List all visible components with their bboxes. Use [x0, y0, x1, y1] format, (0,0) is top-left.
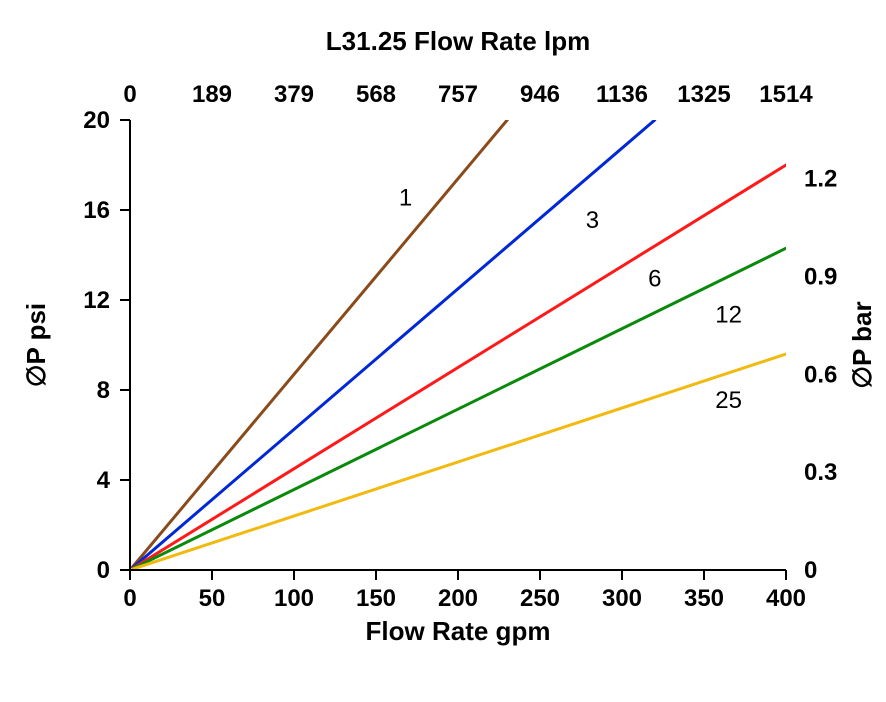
series-label-6: 6: [648, 266, 661, 293]
x-top-tick-label: 946: [520, 81, 560, 108]
series-label-12: 12: [715, 302, 742, 329]
y-axis-left-label: ∅P psi: [21, 303, 51, 387]
x-tick-label: 400: [766, 585, 806, 612]
x-tick-label: 250: [520, 585, 560, 612]
x-tick-label: 50: [199, 585, 226, 612]
x-tick-label: 300: [602, 585, 642, 612]
x-top-tick-label: 0: [123, 81, 136, 108]
series-label-1: 1: [399, 185, 412, 212]
x-tick-label: 150: [356, 585, 396, 612]
series-label-25: 25: [715, 387, 742, 414]
y-tick-label: 4: [97, 467, 111, 494]
x-top-tick-label: 1136: [596, 81, 648, 108]
chart-title: L31.25 Flow Rate lpm: [326, 26, 590, 56]
x-axis-label: Flow Rate gpm: [366, 616, 551, 646]
x-tick-label: 100: [274, 585, 314, 612]
y-tick-label: 20: [83, 107, 110, 134]
y-tick-label: 12: [83, 287, 110, 314]
y-tick-label: 8: [97, 377, 110, 404]
x-tick-label: 350: [684, 585, 724, 612]
x-top-tick-label: 1514: [759, 81, 813, 108]
y-tick-label: 0: [97, 557, 110, 584]
y-right-tick-label: 0.9: [804, 263, 837, 290]
x-top-tick-label: 1325: [677, 81, 730, 108]
x-top-tick-label: 189: [192, 81, 232, 108]
x-top-tick-label: 568: [356, 81, 396, 108]
y-right-tick-label: 1.2: [804, 166, 837, 193]
x-tick-label: 0: [123, 585, 136, 612]
x-top-tick-label: 379: [274, 81, 314, 108]
y-axis-right-label: ∅P bar: [847, 301, 877, 388]
x-tick-label: 200: [438, 585, 478, 612]
y-right-tick-label: 0.3: [804, 459, 837, 486]
x-top-tick-label: 757: [438, 81, 478, 108]
series-label-3: 3: [586, 207, 599, 234]
y-right-tick-label: 0.6: [804, 361, 837, 388]
chart-container: 050100150200250300350400Flow Rate gpm018…: [0, 0, 886, 702]
flow-rate-chart: 050100150200250300350400Flow Rate gpm018…: [0, 0, 886, 702]
y-tick-label: 16: [83, 197, 110, 224]
y-right-tick-label: 0: [804, 557, 817, 584]
